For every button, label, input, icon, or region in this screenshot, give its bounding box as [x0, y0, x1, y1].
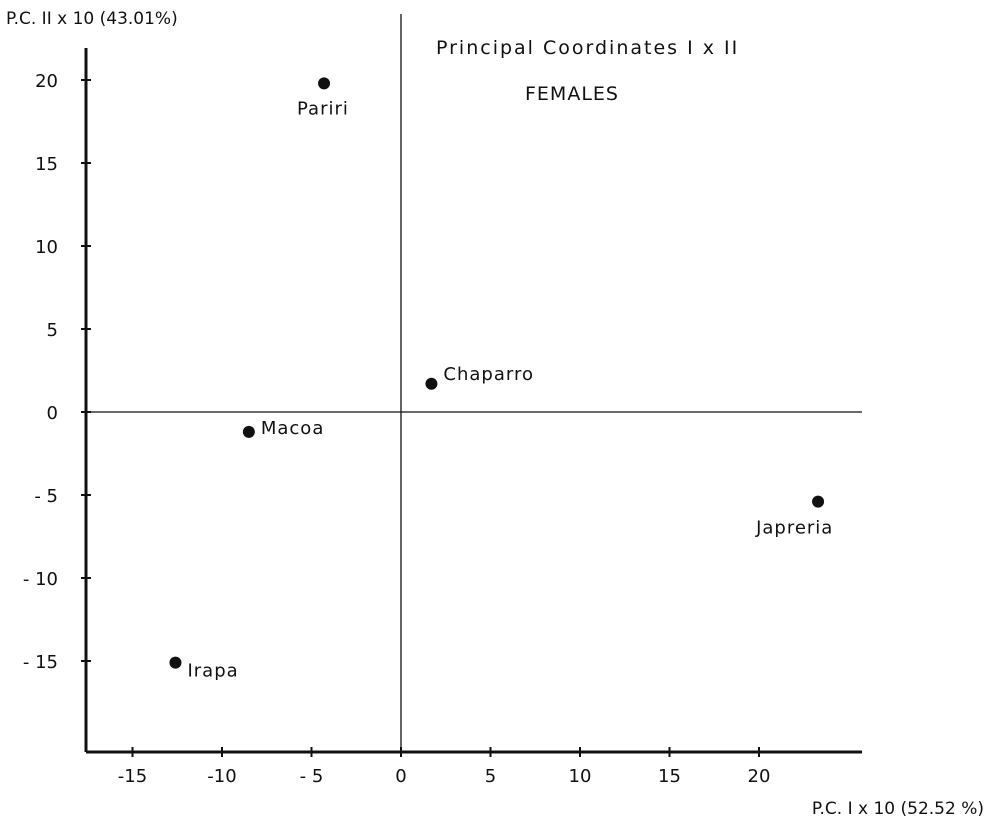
point-label: Japreria	[755, 518, 833, 539]
data-points: Pariri Chaparro Macoa Japreria Irapa	[169, 77, 833, 682]
y-axis-label: P.C. II x 10 (43.01%)	[6, 9, 178, 29]
y-tick-label: 5	[47, 320, 58, 341]
point-label: Chaparro	[443, 364, 534, 385]
y-tick-label: 20	[35, 71, 58, 92]
point-label: Pariri	[297, 98, 349, 119]
x-tick-label: 15	[658, 766, 681, 787]
x-tick-label: 20	[748, 766, 771, 787]
data-point	[242, 425, 255, 438]
x-tick-label: - 5	[300, 766, 324, 787]
data-point	[169, 656, 182, 669]
y-tick-label: 10	[35, 237, 58, 258]
chart-title: Principal Coordinates I x II	[436, 37, 739, 59]
y-tick-label: 15	[35, 154, 58, 175]
chart-subtitle: FEMALES	[525, 83, 619, 105]
axes	[84, 14, 862, 754]
x-tick-label: 5	[485, 766, 496, 787]
data-point	[425, 377, 438, 390]
x-tick-label: 0	[395, 766, 406, 787]
y-tick-label: - 10	[23, 569, 58, 590]
data-point	[812, 495, 825, 508]
data-point	[318, 77, 331, 90]
x-tick-label: -15	[118, 766, 147, 787]
y-tick-label: 0	[47, 403, 58, 424]
y-ticks: 20 15 10 5 0 - 5 - 10 - 15	[23, 71, 91, 673]
y-tick-label: - 15	[23, 652, 58, 673]
x-tick-label: 10	[569, 766, 592, 787]
x-tick-label: -10	[207, 766, 236, 787]
x-ticks: -15 -10 - 5 0 5 10 15 20	[118, 747, 771, 787]
point-label: Macoa	[261, 418, 325, 439]
x-axis-label: P.C. I x 10 (52.52 %)	[812, 799, 984, 819]
y-tick-label: - 5	[34, 486, 58, 507]
point-label: Irapa	[187, 661, 238, 682]
